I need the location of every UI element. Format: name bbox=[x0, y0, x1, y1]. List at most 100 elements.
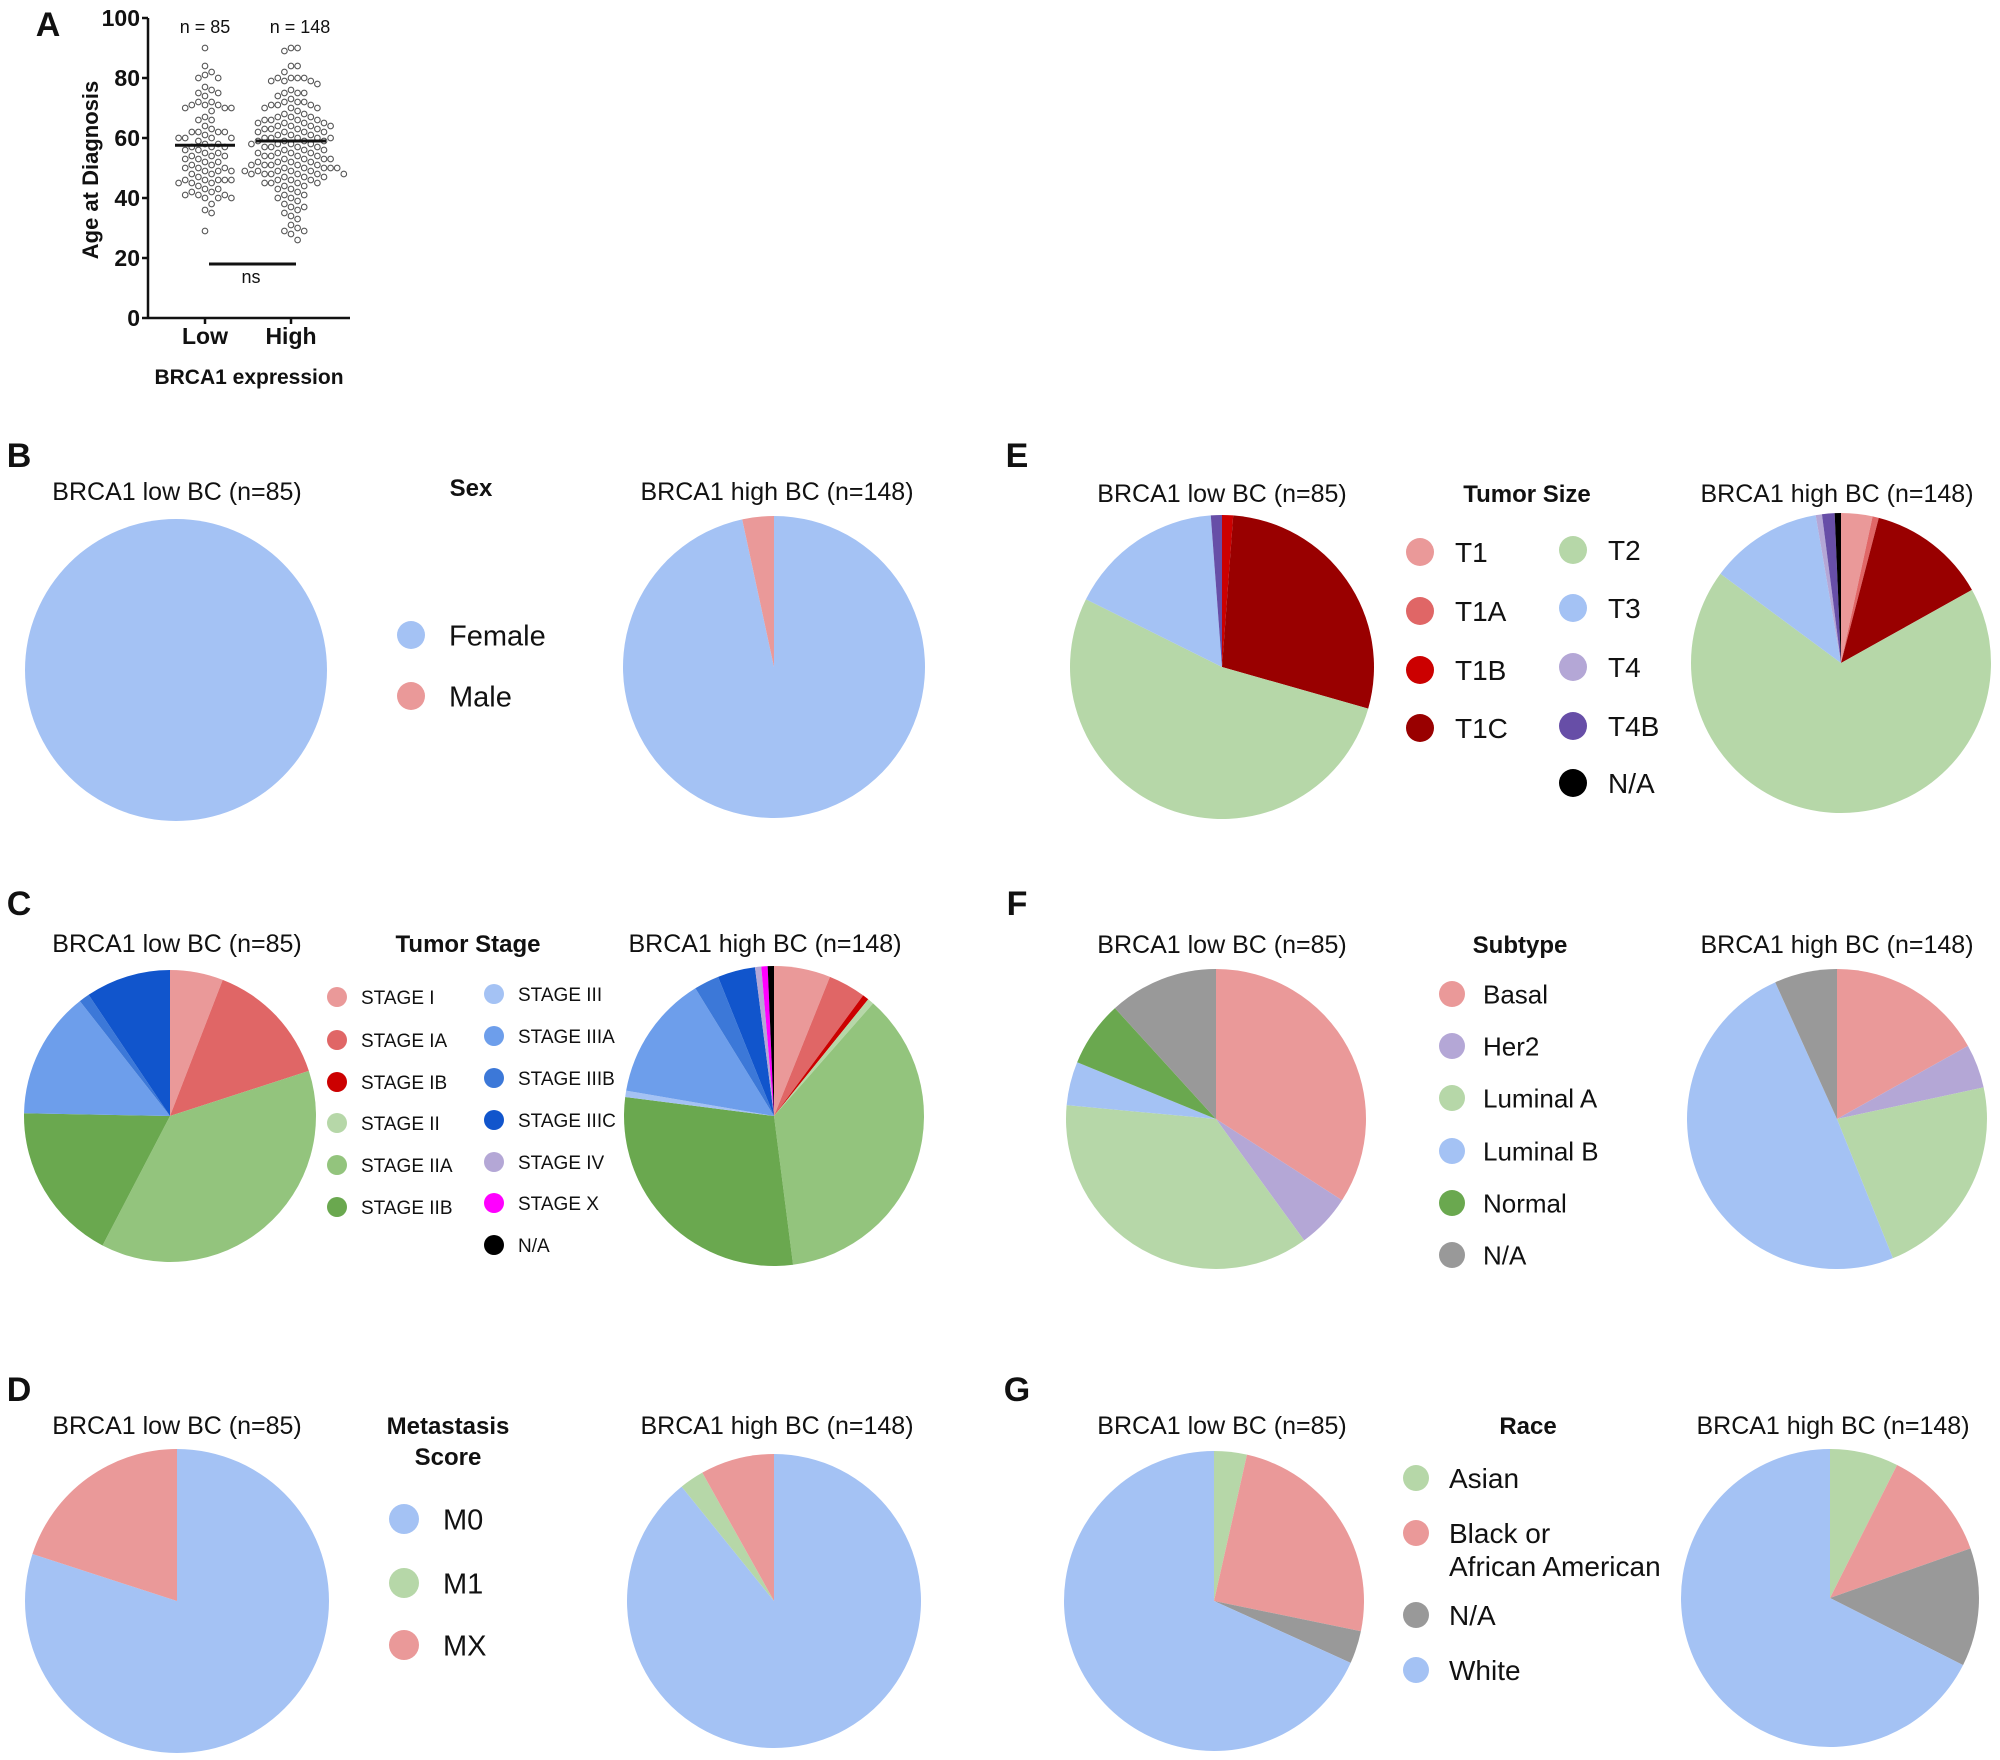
data-point bbox=[314, 170, 321, 178]
pie-slice-stage-iiic bbox=[718, 967, 774, 1116]
data-point bbox=[274, 122, 282, 130]
data-point bbox=[287, 62, 295, 70]
legend-item: Normal bbox=[1439, 1188, 1567, 1218]
data-point bbox=[327, 122, 334, 130]
data-point bbox=[274, 92, 282, 100]
pie-slice-luminal-b bbox=[1066, 1062, 1216, 1119]
low-pie-title: BRCA1 low BC (n=85) bbox=[1097, 1412, 1346, 1440]
data-point bbox=[208, 161, 215, 169]
data-point bbox=[287, 113, 295, 121]
pie-brca1-high bbox=[623, 516, 926, 818]
data-point bbox=[294, 44, 301, 52]
data-point bbox=[294, 98, 301, 106]
legend-label: N/A bbox=[518, 1236, 550, 1257]
data-point bbox=[294, 116, 301, 124]
legend-swatch bbox=[389, 1504, 419, 1534]
legend-item: STAGE IIIA bbox=[484, 1026, 615, 1048]
legend-swatch bbox=[484, 1068, 504, 1088]
pie-slice-n-a bbox=[767, 966, 774, 1116]
legend: STAGE I STAGE IA STAGE IB STAGE II STAGE IIA… bbox=[327, 984, 616, 1257]
panel-letter: F bbox=[1007, 885, 1028, 923]
data-point bbox=[201, 122, 209, 130]
legend-swatch bbox=[1439, 1085, 1465, 1111]
data-point bbox=[281, 89, 288, 97]
data-point bbox=[294, 188, 301, 196]
data-point bbox=[261, 152, 268, 160]
legend-title: Race bbox=[1499, 1413, 1556, 1440]
series-high bbox=[241, 44, 348, 244]
data-point bbox=[281, 209, 288, 217]
pie-slice-stage-iiia bbox=[24, 1001, 170, 1116]
legend-swatch bbox=[484, 984, 504, 1004]
data-point bbox=[221, 176, 229, 184]
legend-label: Normal bbox=[1483, 1188, 1567, 1218]
data-point bbox=[201, 113, 209, 121]
pie-slice-her2 bbox=[1216, 1119, 1343, 1241]
legend-label: STAGE I bbox=[361, 988, 435, 1009]
panel-letter: D bbox=[7, 1371, 32, 1409]
data-point bbox=[254, 167, 262, 175]
legend-swatch bbox=[1403, 1657, 1429, 1683]
data-point bbox=[307, 113, 315, 121]
pie-slice-stage-iia bbox=[774, 1003, 924, 1265]
data-point bbox=[287, 176, 295, 184]
data-point bbox=[201, 227, 209, 235]
legend-swatch bbox=[327, 1030, 347, 1050]
data-point bbox=[214, 128, 222, 136]
data-point bbox=[281, 146, 288, 154]
legend-swatch bbox=[1559, 594, 1587, 622]
data-point bbox=[287, 122, 295, 130]
legend-swatch bbox=[1439, 981, 1465, 1007]
pie-slice-female bbox=[623, 516, 926, 818]
data-point bbox=[320, 164, 328, 172]
data-point bbox=[228, 104, 235, 112]
y-tick-label: 80 bbox=[114, 65, 140, 91]
data-point bbox=[188, 152, 196, 160]
data-point bbox=[188, 128, 196, 136]
legend-item: Basal bbox=[1439, 979, 1548, 1009]
data-point bbox=[281, 182, 288, 190]
panel-c-pie-charts: C BRCA1 low BC (n=85) BRCA1 high BC (n=148… bbox=[7, 885, 924, 1266]
data-point bbox=[261, 104, 268, 112]
data-point bbox=[287, 203, 295, 211]
legend-label: STAGE IIA bbox=[361, 1156, 453, 1177]
data-point bbox=[267, 179, 275, 187]
data-point bbox=[287, 131, 295, 139]
legend-item: M0 bbox=[389, 1504, 483, 1536]
legend-swatch bbox=[327, 1072, 347, 1092]
pie-slice-t1c bbox=[1222, 515, 1374, 709]
data-point bbox=[307, 158, 315, 166]
data-point bbox=[294, 179, 301, 187]
legend-item: STAGE X bbox=[484, 1193, 599, 1215]
data-point bbox=[201, 101, 209, 109]
data-point bbox=[254, 149, 262, 157]
data-point bbox=[181, 134, 189, 142]
data-point bbox=[274, 185, 282, 193]
pie-slice-stage-ib bbox=[774, 995, 869, 1116]
data-point bbox=[294, 197, 301, 205]
pie-slice-t3 bbox=[1085, 515, 1222, 667]
data-point bbox=[228, 134, 235, 142]
legend-title: Tumor Stage bbox=[396, 931, 541, 958]
legend-label: T1 bbox=[1455, 537, 1488, 568]
data-point bbox=[214, 158, 222, 166]
data-point bbox=[201, 92, 209, 100]
legend-swatch bbox=[327, 1155, 347, 1175]
pie-slice-stage-iii bbox=[625, 1090, 774, 1116]
data-point bbox=[287, 149, 295, 157]
legend-item: T4B bbox=[1559, 711, 1659, 742]
pie-slice-n-a bbox=[1214, 1601, 1361, 1663]
pie-slice-luminal-a bbox=[1066, 1105, 1305, 1269]
data-point bbox=[221, 104, 229, 112]
data-point bbox=[201, 185, 209, 193]
significance-label: ns bbox=[241, 267, 260, 287]
legend-label: STAGE IIIB bbox=[518, 1069, 615, 1090]
legend-swatch bbox=[1439, 1242, 1465, 1268]
high-pie-title: BRCA1 high BC (n=148) bbox=[1700, 480, 1973, 508]
data-point bbox=[228, 167, 235, 175]
legend-item: T1B bbox=[1406, 655, 1506, 686]
data-point bbox=[294, 62, 301, 70]
data-point bbox=[274, 149, 282, 157]
data-point bbox=[221, 128, 229, 136]
legend-item: M1 bbox=[389, 1568, 483, 1600]
